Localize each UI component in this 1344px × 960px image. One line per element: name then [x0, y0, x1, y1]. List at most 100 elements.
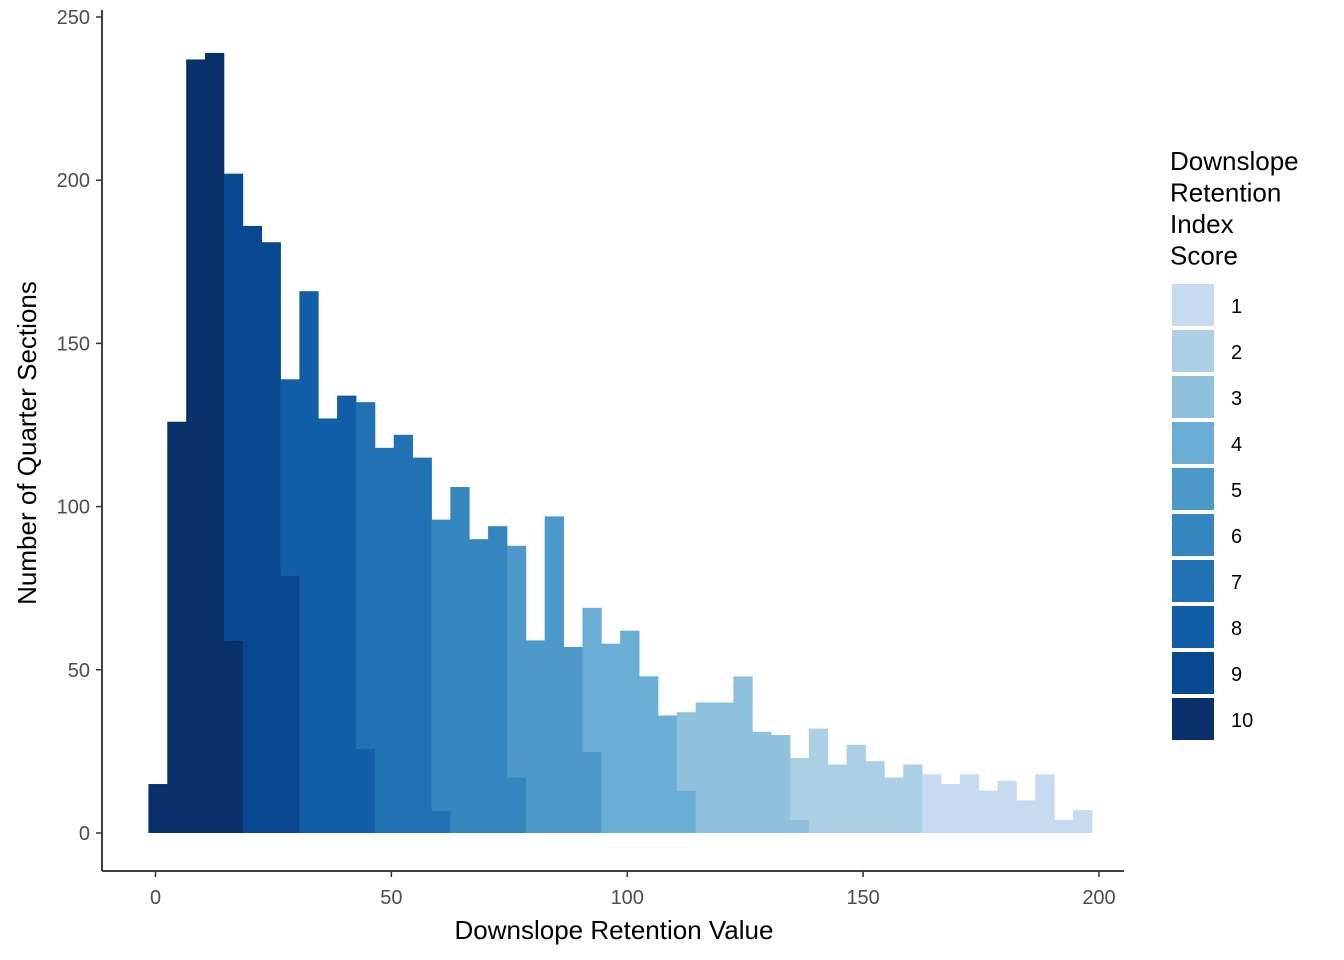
legend-swatch — [1172, 284, 1214, 326]
histogram-bar-segment — [261, 242, 281, 834]
x-tick-label: 100 — [611, 887, 644, 909]
histogram-bar-segment — [695, 702, 715, 833]
histogram-bar-segment — [827, 764, 848, 833]
histogram-bar-segment — [752, 731, 772, 833]
histogram-bar-segment — [412, 457, 432, 833]
x-tick-label: 50 — [380, 887, 402, 909]
histogram-bar-segment — [865, 761, 885, 833]
histogram-bar-segment — [620, 630, 640, 833]
y-tick-label: 200 — [57, 170, 90, 192]
legend-label: 6 — [1231, 526, 1242, 548]
y-tick-label: 250 — [57, 7, 90, 29]
legend-swatch — [1172, 560, 1214, 602]
histogram-bar-segment — [733, 676, 753, 833]
histogram-bar-segment — [903, 764, 923, 833]
histogram-bar-segment — [1035, 774, 1055, 833]
legend-swatch — [1172, 468, 1214, 510]
histogram-bar-segment — [884, 777, 904, 833]
x-axis-title: Downslope Retention Value — [455, 915, 774, 945]
histogram-bar-segment — [601, 643, 621, 833]
histogram-bar-segment — [582, 607, 602, 752]
histogram-bar-segment — [393, 434, 413, 833]
legend-swatch — [1172, 606, 1214, 648]
legend-swatch — [1172, 376, 1214, 418]
histogram-bar-segment — [657, 715, 678, 833]
y-axis-ticks: 0 50 100 150 200 250 — [57, 7, 102, 845]
histogram-bar-segment — [940, 784, 961, 833]
histogram-bar-segment — [280, 575, 300, 833]
histogram-bar-segment — [431, 810, 451, 833]
legend-title-line: Index — [1170, 209, 1234, 239]
histogram-bar-segment — [582, 751, 602, 833]
legend-swatch — [1172, 698, 1214, 740]
legend-label: 3 — [1231, 388, 1242, 410]
histogram-bar-segment — [1073, 810, 1093, 833]
histogram-bar-segment — [469, 539, 489, 833]
legend-label: 5 — [1231, 480, 1242, 502]
y-axis-title: Number of Quarter Sections — [12, 281, 42, 605]
histogram-bar-segment — [148, 784, 168, 833]
legend-label: 2 — [1231, 342, 1242, 364]
x-tick-label: 0 — [150, 887, 161, 909]
histogram-bar-segment — [959, 774, 980, 833]
histogram-bar-segment — [639, 676, 659, 833]
y-tick-label: 0 — [79, 823, 90, 845]
legend-title-line: Score — [1170, 241, 1238, 271]
legend-swatch — [1172, 652, 1214, 694]
histogram-bar-segment — [676, 712, 697, 791]
axes-layer: 0 50 100 150 200 250 0 50 100 150 200 — [57, 7, 1124, 909]
histogram-bar-segment — [544, 516, 564, 833]
histogram-bar-segment — [242, 225, 263, 833]
histogram-bar-segment — [563, 646, 583, 833]
histogram-bar-segment — [355, 402, 376, 749]
legend-label: 7 — [1231, 572, 1242, 594]
legend-title-line: Downslope — [1170, 146, 1299, 176]
histogram-bar-segment — [771, 735, 791, 833]
y-tick-label: 50 — [68, 660, 90, 682]
legend-label: 4 — [1231, 434, 1242, 456]
bars-layer — [148, 52, 1093, 834]
histogram-bar-segment — [714, 702, 734, 833]
legend-label: 9 — [1231, 664, 1242, 686]
legend-swatch — [1172, 330, 1214, 372]
legend-label: 1 — [1231, 296, 1242, 318]
legend-label: 8 — [1231, 618, 1242, 640]
histogram-bar-segment — [488, 526, 508, 833]
histogram-bar-segment — [790, 819, 810, 833]
histogram-bar-segment — [223, 173, 244, 641]
histogram-bar-segment — [676, 790, 697, 833]
histogram-bar-segment — [337, 395, 357, 833]
histogram-bar-segment — [506, 777, 527, 833]
legend-swatch — [1172, 514, 1214, 556]
legend-swatch — [1172, 422, 1214, 464]
histogram-bar-segment — [318, 418, 338, 833]
histogram-bar-segment — [997, 780, 1017, 833]
legend-items: 1 2 3 4 5 6 7 8 9 10 — [1172, 284, 1253, 740]
histogram-bar-segment — [790, 757, 810, 820]
histogram-bar-segment — [280, 379, 300, 576]
histogram-bar-segment — [808, 728, 829, 833]
histogram-bar-segment — [525, 640, 546, 833]
histogram-bar-segment — [1016, 800, 1036, 833]
histogram-bar-segment — [922, 774, 942, 833]
x-tick-label: 200 — [1082, 887, 1115, 909]
x-tick-label: 150 — [846, 887, 879, 909]
histogram-bar-segment — [1054, 819, 1074, 833]
histogram-bar-segment — [186, 59, 206, 834]
x-axis-ticks: 0 50 100 150 200 — [150, 871, 1116, 909]
histogram-bar-segment — [205, 52, 225, 833]
histogram-bar-segment — [223, 640, 244, 833]
histogram-bar-segment — [355, 748, 376, 833]
histogram-bar-segment — [506, 545, 527, 778]
histogram-bar-segment — [167, 421, 187, 833]
histogram-bar-segment — [978, 790, 998, 833]
y-tick-label: 100 — [57, 497, 90, 519]
histogram-bar-segment — [450, 487, 470, 833]
histogram-bar-segment — [846, 744, 866, 833]
legend-title-line: Retention — [1170, 178, 1281, 208]
histogram-bar-segment — [299, 291, 319, 833]
histogram-bar-segment — [374, 447, 395, 833]
